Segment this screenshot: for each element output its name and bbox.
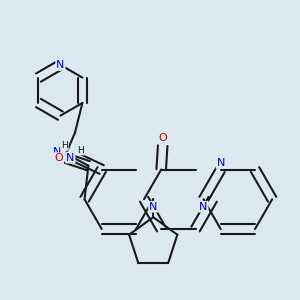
Text: H: H — [61, 141, 68, 150]
Text: N: N — [66, 153, 75, 163]
Text: H: H — [77, 146, 84, 154]
Text: N: N — [199, 202, 208, 212]
Text: N: N — [217, 158, 225, 168]
Text: O: O — [158, 133, 167, 143]
Text: N: N — [53, 147, 61, 157]
Text: N: N — [149, 202, 158, 212]
Text: N: N — [56, 60, 64, 70]
Text: O: O — [54, 153, 63, 163]
